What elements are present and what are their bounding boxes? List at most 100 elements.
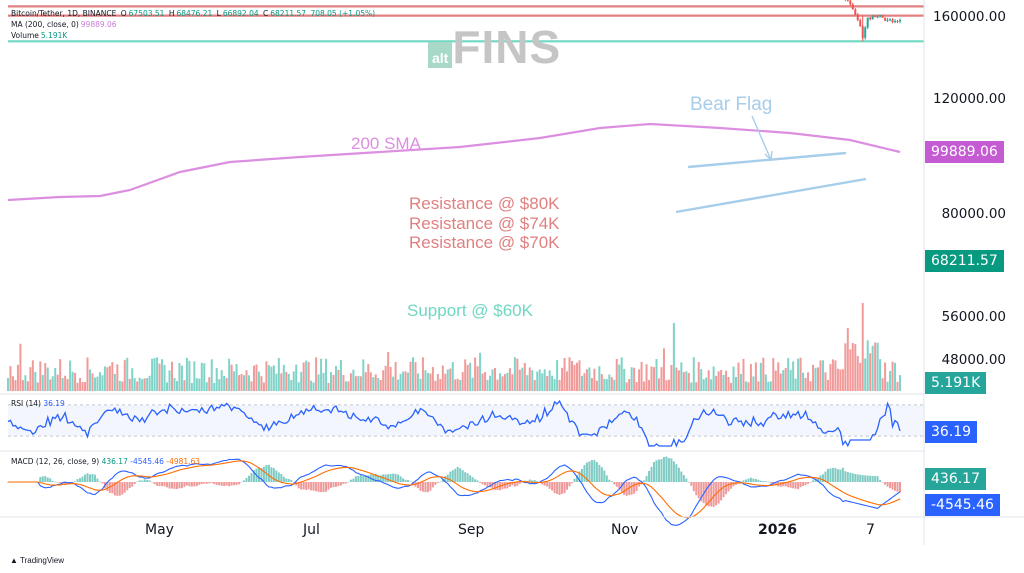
macd-histogram-bar [449,471,452,482]
macd-histogram-bar [118,482,121,496]
close-label: C [263,9,269,18]
macd-histogram-bar [469,475,472,482]
macd-histogram-bar [41,476,44,482]
macd-tag: 436.17 [925,468,986,490]
volume-bar [123,360,126,391]
volume-bar [322,373,325,391]
macd-histogram-bar [238,482,241,485]
macd-histogram-bar [459,468,462,482]
macd-histogram-bar [471,477,474,482]
volume-bar [302,362,305,391]
macd-histogram-bar [248,475,251,482]
volume-bar [675,367,678,391]
macd-histogram-bar [230,482,233,486]
macd-histogram-bar [638,482,641,487]
macd-histogram-bar [252,470,255,482]
macd-histogram-bar [210,482,213,483]
macd-histogram-bar [133,482,136,484]
macd-histogram-bar [352,478,355,482]
volume-bar [287,373,290,391]
macd-histogram-bar [424,482,427,493]
candle-body [871,16,874,20]
macd-histogram-bar [367,475,370,482]
macd-histogram-bar [297,482,300,489]
volume-bar [722,374,725,391]
volume-bar [128,378,131,391]
macd-histogram-bar [397,474,400,482]
volume-bar [399,373,402,391]
volume-bar [521,367,524,391]
volume-bar [864,358,867,391]
macd-histogram-bar [113,482,116,496]
volume-bar [727,377,730,391]
macd-histogram-bar [337,482,340,487]
volume-bar [846,328,849,391]
volume-bar [86,357,89,391]
volume-bar [685,371,688,391]
volume-bar [759,362,762,391]
volume-bar [188,360,191,391]
macd-histogram-bar [521,482,524,483]
macd-histogram-bar [516,482,519,486]
macd-histogram-bar [817,477,820,482]
volume-bar [802,372,805,391]
volume-bar [528,367,531,391]
bear-flag-annotation: Bear Flag [690,94,773,115]
volume-bar [290,380,293,391]
volume-bar [357,375,360,391]
macd-histogram-bar [849,472,852,482]
volume-bar [640,361,643,391]
volume-bar [330,372,333,391]
macd-histogram-bar [183,482,186,487]
volume-bar [777,362,780,391]
macd-histogram-bar [84,474,87,482]
macd-histogram-bar [720,482,723,501]
macd-histogram-bar [807,482,810,484]
macd-histogram-bar [464,472,467,482]
macd-histogram-bar [402,478,405,482]
volume-bar [834,360,837,391]
volume-bar [173,377,176,391]
macd-histogram-bar [46,477,49,482]
macd-histogram-bar [503,482,506,489]
macd-histogram-bar [563,482,566,494]
volume-bar [593,368,596,391]
volume-bar [583,373,586,391]
volume-bar [168,370,171,391]
macd-value-label: 436.17 [101,457,128,466]
macd-histogram-bar [54,481,57,483]
volume-bar [757,381,760,391]
macd-histogram-bar [667,458,670,482]
volume-bar [431,367,434,391]
volume-bar [459,379,462,391]
macd-histogram-bar [198,482,201,485]
volume-bar [426,372,429,391]
volume-bar [183,380,186,391]
macd-histogram-bar [809,482,812,483]
volume-bar [879,359,882,391]
macd-histogram-bar [548,482,551,489]
candle-body [886,19,889,21]
rsi-tag: 36.19 [925,421,978,443]
volume-bar [277,358,280,391]
volume-bar [665,380,668,391]
macd-histogram-bar [633,482,636,494]
volume-bar [146,378,149,391]
macd-histogram-bar [431,482,434,488]
volume-bar [884,362,887,391]
volume-bar [702,379,705,391]
macd-histogram-bar [220,482,223,486]
support-60k-label: Support @ $60K [407,301,533,320]
macd-histogram-bar [307,482,310,490]
macd-histogram-bar [146,479,149,482]
volume-bar [235,364,238,391]
macd-histogram-bar [409,481,412,483]
macd-histogram-bar [799,482,802,488]
volume-bar [195,378,198,391]
macd-histogram-bar [493,482,496,490]
macd-histogram-bar [608,479,611,482]
macd-histogram-bar [312,482,315,491]
volume-bar [434,380,437,391]
